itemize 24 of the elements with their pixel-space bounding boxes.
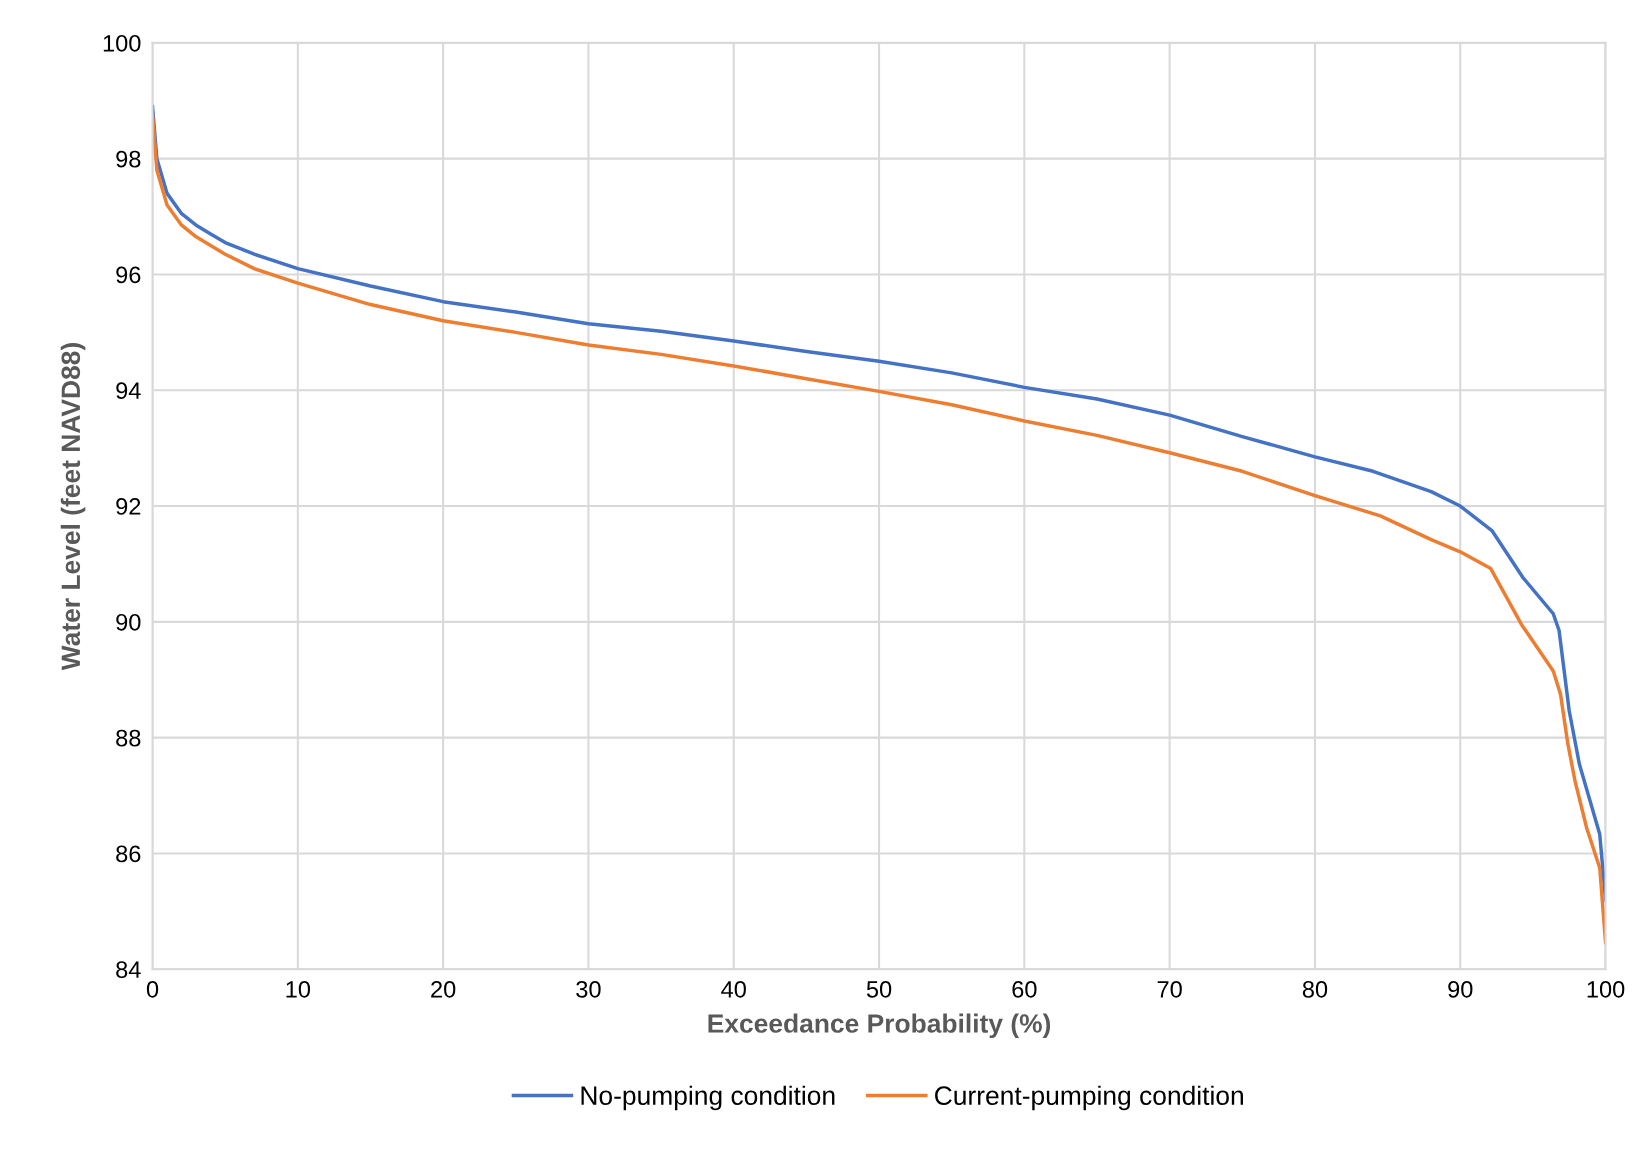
x-tick-label: 90 xyxy=(1448,980,1473,998)
x-tick-label: 80 xyxy=(1302,980,1328,998)
legend-label: Current-pumping condition xyxy=(935,1085,1243,1111)
x-tick-label: 70 xyxy=(1157,980,1182,998)
y-tick-label: 84 xyxy=(116,961,141,979)
y-tick-label: 98 xyxy=(116,150,141,168)
y-tick-label: 92 xyxy=(116,498,141,515)
x-tick-label: 60 xyxy=(1012,980,1037,998)
x-tick-label: 100 xyxy=(1587,980,1625,998)
x-tick-label: 40 xyxy=(721,980,746,998)
x-tick-label: 0 xyxy=(146,980,159,998)
x-tick-label: 30 xyxy=(576,980,601,998)
x-tick-label: 20 xyxy=(431,980,456,998)
x-axis-title: Exceedance Probability (%) xyxy=(708,1013,1051,1039)
y-tick-label: 96 xyxy=(116,266,141,284)
y-tick-label: 86 xyxy=(116,845,141,863)
y-axis-title: Water Level (feet NAVD88) xyxy=(60,343,86,671)
x-tick-label: 50 xyxy=(866,980,892,998)
y-tick-label: 94 xyxy=(116,382,141,400)
y-tick-label: 100 xyxy=(103,34,141,52)
legend-label: No-pumping condition xyxy=(581,1085,835,1111)
x-tick-label: 10 xyxy=(286,980,311,998)
y-tick-label: 88 xyxy=(116,729,141,747)
y-tick-label: 90 xyxy=(116,613,141,631)
